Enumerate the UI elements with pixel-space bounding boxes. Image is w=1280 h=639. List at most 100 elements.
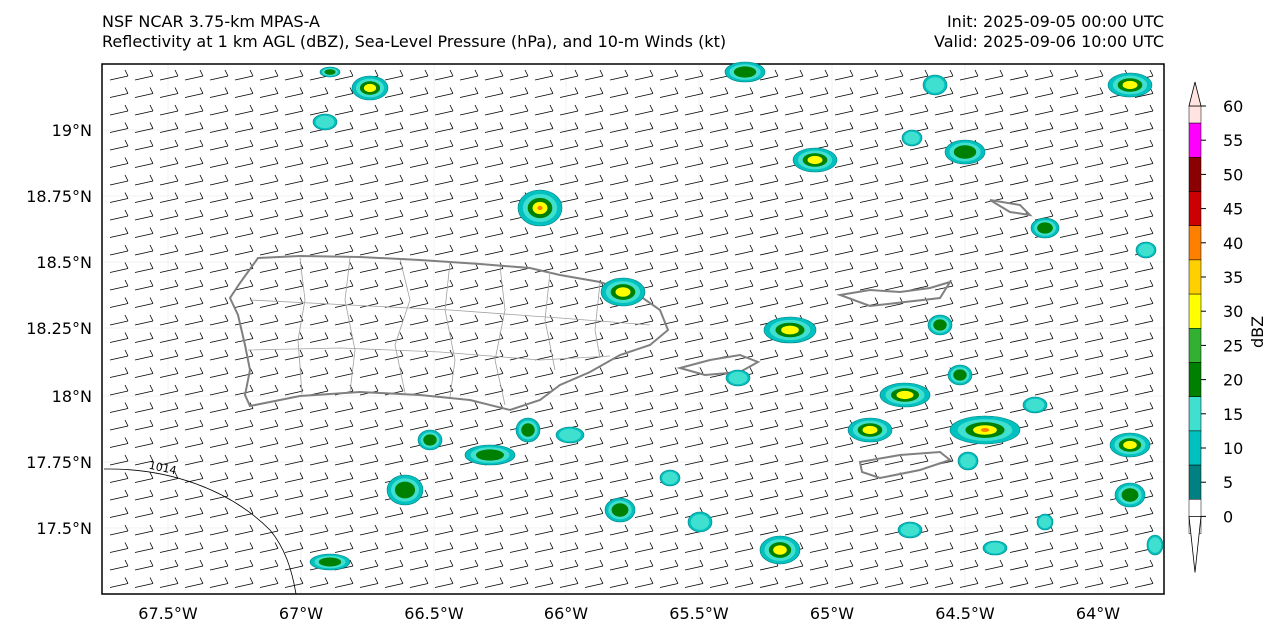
wind-barb xyxy=(259,244,279,256)
wind-barb xyxy=(134,314,154,326)
wind-barb xyxy=(309,314,329,326)
wind-barb xyxy=(459,157,479,168)
wind-barb xyxy=(1034,297,1054,308)
wind-barb xyxy=(109,122,129,133)
wind-barb xyxy=(1084,87,1104,98)
wind-barb xyxy=(484,489,504,501)
wind-barb xyxy=(984,122,1004,133)
wind-barb xyxy=(234,104,254,116)
wind-barb xyxy=(209,157,229,168)
wind-barb xyxy=(134,297,154,308)
wind-barb xyxy=(109,279,129,291)
wind-barb xyxy=(1084,122,1104,133)
wind-barb xyxy=(1109,559,1129,571)
wind-barb xyxy=(1059,209,1079,221)
wind-barb xyxy=(1134,419,1154,431)
wind-barb xyxy=(1134,262,1154,273)
wind-barb xyxy=(409,332,429,343)
wind-barb xyxy=(559,157,579,168)
reflectivity-cell xyxy=(724,61,766,83)
wind-barb xyxy=(759,402,779,413)
wind-barb xyxy=(234,209,254,221)
wind-barb xyxy=(684,559,704,571)
wind-barb xyxy=(534,489,554,501)
wind-barb xyxy=(734,174,754,186)
wind-barb xyxy=(784,454,804,466)
wind-barb xyxy=(1134,384,1154,396)
wind-barb xyxy=(284,577,304,588)
wind-barb xyxy=(909,192,929,203)
reflectivity-cell xyxy=(517,189,563,227)
wind-barb xyxy=(509,542,529,553)
wind-barb xyxy=(884,349,904,361)
wind-barb xyxy=(1134,314,1154,326)
wind-barb xyxy=(234,87,254,98)
wind-barb xyxy=(234,437,254,448)
wind-barb xyxy=(884,454,904,466)
wind-barb xyxy=(1084,297,1104,308)
wind-barb xyxy=(959,209,979,221)
wind-barb xyxy=(509,559,529,571)
wind-barb xyxy=(709,314,729,326)
wind-barb xyxy=(609,87,629,98)
wind-barb xyxy=(909,402,929,413)
wind-barb xyxy=(659,69,679,81)
wind-barb xyxy=(884,314,904,326)
wind-barb xyxy=(134,332,154,343)
wind-barb xyxy=(559,577,579,588)
wind-barb xyxy=(284,524,304,536)
wind-barb xyxy=(759,279,779,291)
wind-barb xyxy=(1084,209,1104,221)
wind-barb xyxy=(984,297,1004,308)
wind-barb xyxy=(309,472,329,483)
wind-barb xyxy=(734,332,754,343)
wind-barb xyxy=(584,192,604,203)
wind-barb xyxy=(809,524,829,536)
wind-barb xyxy=(984,384,1004,396)
wind-barb xyxy=(809,472,829,483)
wind-barb xyxy=(909,332,929,343)
wind-barb xyxy=(484,87,504,98)
wind-barb xyxy=(584,437,604,448)
wind-barb xyxy=(834,437,854,448)
wind-barb xyxy=(384,314,404,326)
wind-barb xyxy=(1009,542,1029,553)
wind-barb xyxy=(834,402,854,413)
wind-barb xyxy=(659,192,679,203)
reflectivity-cell xyxy=(659,469,681,487)
wind-barb xyxy=(259,454,279,466)
wind-barb xyxy=(559,524,579,536)
wind-barb xyxy=(1009,559,1029,571)
wind-barb xyxy=(709,209,729,221)
reflectivity-cell xyxy=(1030,217,1060,239)
time-block: Init: 2025-09-05 00:00 UTC Valid: 2025-0… xyxy=(934,12,1164,52)
wind-barb xyxy=(109,157,129,168)
wind-barb xyxy=(159,314,179,326)
wind-barb xyxy=(134,157,154,168)
wind-barb xyxy=(784,104,804,116)
colorbar-extend-bottom xyxy=(1188,516,1202,573)
wind-barb xyxy=(209,367,229,378)
wind-barb xyxy=(159,279,179,291)
wind-barb xyxy=(109,314,129,326)
wind-barb xyxy=(709,472,729,483)
wind-barb xyxy=(334,157,354,168)
init-time: Init: 2025-09-05 00:00 UTC xyxy=(946,12,1164,31)
wind-barb xyxy=(134,244,154,256)
wind-barb xyxy=(259,122,279,133)
wind-barb xyxy=(834,209,854,221)
wind-barb xyxy=(659,367,679,378)
wind-barb xyxy=(884,69,904,81)
wind-barb xyxy=(684,244,704,256)
wind-barb xyxy=(809,332,829,343)
wind-barb xyxy=(784,279,804,291)
wind-barb xyxy=(834,472,854,483)
wind-barb xyxy=(584,139,604,151)
wind-barb xyxy=(934,122,954,133)
wind-barb xyxy=(209,472,229,483)
wind-barb xyxy=(109,489,129,501)
wind-barb xyxy=(259,507,279,518)
wind-barb xyxy=(359,157,379,168)
wind-barb xyxy=(209,507,229,518)
wind-barb xyxy=(959,507,979,518)
